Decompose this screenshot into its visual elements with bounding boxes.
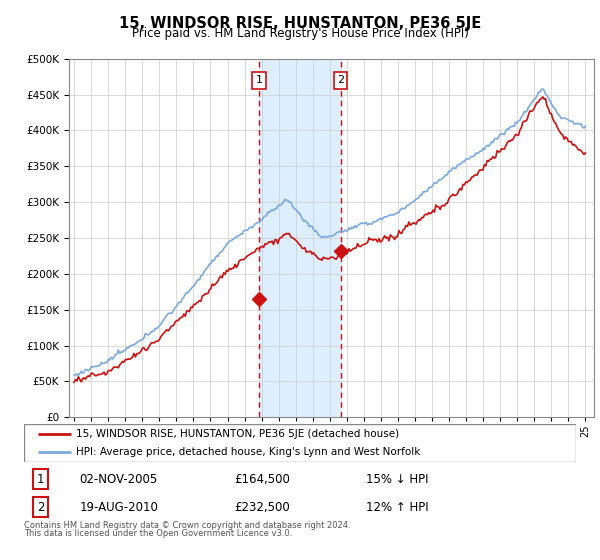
Text: 15, WINDSOR RISE, HUNSTANTON, PE36 5JE (detached house): 15, WINDSOR RISE, HUNSTANTON, PE36 5JE (… [76, 429, 400, 439]
FancyBboxPatch shape [24, 424, 576, 462]
Text: 15% ↓ HPI: 15% ↓ HPI [366, 473, 429, 486]
Text: This data is licensed under the Open Government Licence v3.0.: This data is licensed under the Open Gov… [24, 530, 292, 539]
Text: 12% ↑ HPI: 12% ↑ HPI [366, 501, 429, 514]
Text: 1: 1 [256, 75, 262, 85]
Text: £232,500: £232,500 [234, 501, 290, 514]
Text: 1: 1 [37, 473, 44, 486]
Text: HPI: Average price, detached house, King's Lynn and West Norfolk: HPI: Average price, detached house, King… [76, 447, 421, 457]
Text: £164,500: £164,500 [234, 473, 290, 486]
Text: 2: 2 [337, 75, 344, 85]
Text: 02-NOV-2005: 02-NOV-2005 [79, 473, 157, 486]
Text: 19-AUG-2010: 19-AUG-2010 [79, 501, 158, 514]
Text: Contains HM Land Registry data © Crown copyright and database right 2024.: Contains HM Land Registry data © Crown c… [24, 521, 350, 530]
Bar [259, 59, 341, 417]
Text: 15, WINDSOR RISE, HUNSTANTON, PE36 5JE: 15, WINDSOR RISE, HUNSTANTON, PE36 5JE [119, 16, 481, 31]
Text: 2: 2 [37, 501, 44, 514]
Text: Price paid vs. HM Land Registry's House Price Index (HPI): Price paid vs. HM Land Registry's House … [131, 27, 469, 40]
